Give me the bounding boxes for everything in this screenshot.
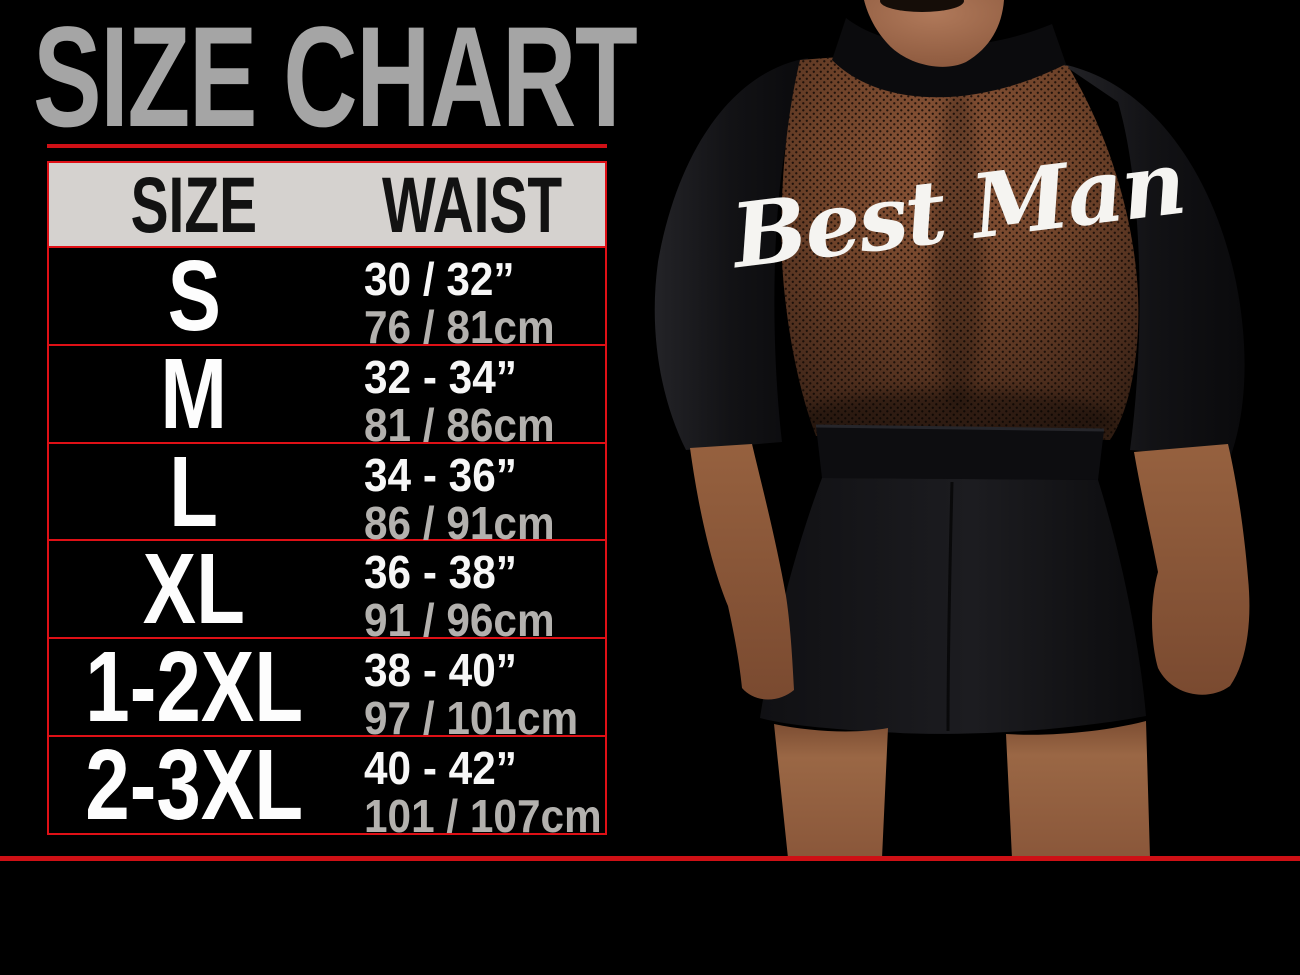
waist-inches: 32 - 34” xyxy=(364,350,517,403)
model-neck xyxy=(864,0,1004,67)
mesh-back-panel xyxy=(781,55,1139,450)
right-forearm-hand xyxy=(1134,444,1250,695)
waist-cell: 38 - 40” 97 / 101cm xyxy=(339,639,605,742)
table-row: XL 36 - 38” 91 / 96cm xyxy=(49,533,605,646)
size-cell: 1-2XL xyxy=(85,631,303,744)
waist-inches: 34 - 36” xyxy=(364,448,517,501)
size-cell: 2-3XL xyxy=(85,728,303,841)
size-chart-table: SIZE WAIST S 30 / 32” 76 / 81cm M 32 - 3… xyxy=(47,159,607,841)
waist-cm: 97 / 101cm xyxy=(364,692,579,745)
table-row: S 30 / 32” 76 / 81cm xyxy=(49,239,605,352)
footer: CandyMan FASHION xyxy=(0,861,1300,975)
size-cell: S xyxy=(167,239,221,352)
left-thigh xyxy=(774,724,888,858)
column-header-waist: WAIST xyxy=(381,159,563,249)
waist-cm: 86 / 91cm xyxy=(364,496,555,549)
waist-inches: 40 - 42” xyxy=(364,741,517,794)
left-forearm-hand xyxy=(690,444,794,700)
waist-cell: 36 - 38” 91 / 96cm xyxy=(339,541,605,644)
table-row: M 32 - 34” 81 / 86cm xyxy=(49,337,605,450)
waist-cell: 32 - 34” 81 / 86cm xyxy=(339,346,605,449)
waist-inches: 30 / 32” xyxy=(364,253,515,305)
waist-inches: 38 - 40” xyxy=(364,644,517,697)
title-underline-rule xyxy=(47,144,607,148)
size-cell: M xyxy=(160,337,228,450)
left-sleeve xyxy=(654,58,808,450)
column-header-size: SIZE xyxy=(130,159,258,249)
size-cell: XL xyxy=(142,533,246,646)
robe-belt xyxy=(816,426,1104,480)
footer-divider-rule xyxy=(0,856,1300,861)
waist-cm: 76 / 81cm xyxy=(364,301,555,353)
right-sleeve xyxy=(1062,64,1245,458)
product-photo-model-back: Best Man xyxy=(654,0,1250,858)
waist-cell: 40 - 42” 101 / 107cm xyxy=(339,737,605,840)
waist-inches: 36 - 38” xyxy=(364,546,517,599)
table-header-row: SIZE WAIST xyxy=(49,159,605,249)
robe-skirt xyxy=(760,478,1146,734)
waist-cell: 34 - 36” 86 / 91cm xyxy=(339,444,605,547)
table-row: 1-2XL 38 - 40” 97 / 101cm xyxy=(49,631,605,744)
page-title: SIZE CHART xyxy=(33,0,638,157)
waist-cm: 81 / 86cm xyxy=(364,398,555,451)
waist-cm: 91 / 96cm xyxy=(364,594,555,647)
waist-cell: 30 / 32” 76 / 81cm xyxy=(339,248,605,351)
right-thigh xyxy=(1006,721,1150,858)
table-row: L 34 - 36” 86 / 91cm xyxy=(49,435,605,548)
size-cell: L xyxy=(169,435,219,548)
skirt-center-seam xyxy=(946,481,954,732)
waist-cm: 101 / 107cm xyxy=(364,789,602,842)
model-hair xyxy=(880,0,964,12)
table-row: 2-3XL 40 - 42” 101 / 107cm xyxy=(49,728,605,841)
